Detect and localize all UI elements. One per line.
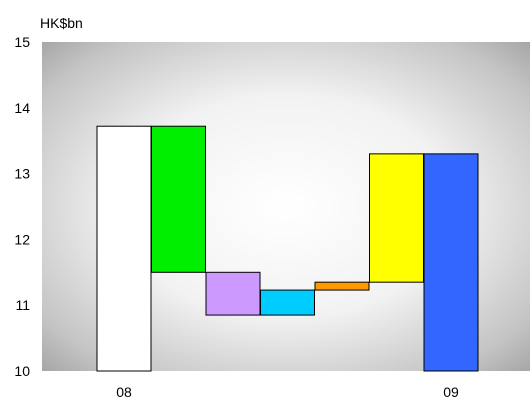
step-bar — [205, 271, 261, 316]
step-bar — [314, 281, 370, 291]
y-tick-label: 14 — [14, 100, 30, 116]
step-bar — [369, 153, 424, 283]
x-axis-tick-labels: 08 09 — [116, 384, 459, 400]
y-axis-tick-labels: 10 11 12 13 14 15 — [14, 34, 30, 379]
total-bar — [96, 125, 152, 372]
y-axis-unit-label: HK$bn — [40, 15, 83, 31]
x-tick-label: 09 — [443, 384, 459, 400]
total-bar — [423, 153, 479, 372]
y-tick-label: 12 — [14, 231, 30, 247]
x-tick-label: 08 — [116, 384, 132, 400]
step-bar — [151, 125, 206, 273]
y-tick-label: 15 — [14, 34, 30, 50]
step-bar — [260, 289, 315, 316]
y-tick-label: 13 — [14, 166, 30, 182]
y-tick-label: 10 — [14, 363, 30, 379]
y-tick-label: 11 — [15, 297, 30, 313]
bar-group — [96, 125, 479, 372]
